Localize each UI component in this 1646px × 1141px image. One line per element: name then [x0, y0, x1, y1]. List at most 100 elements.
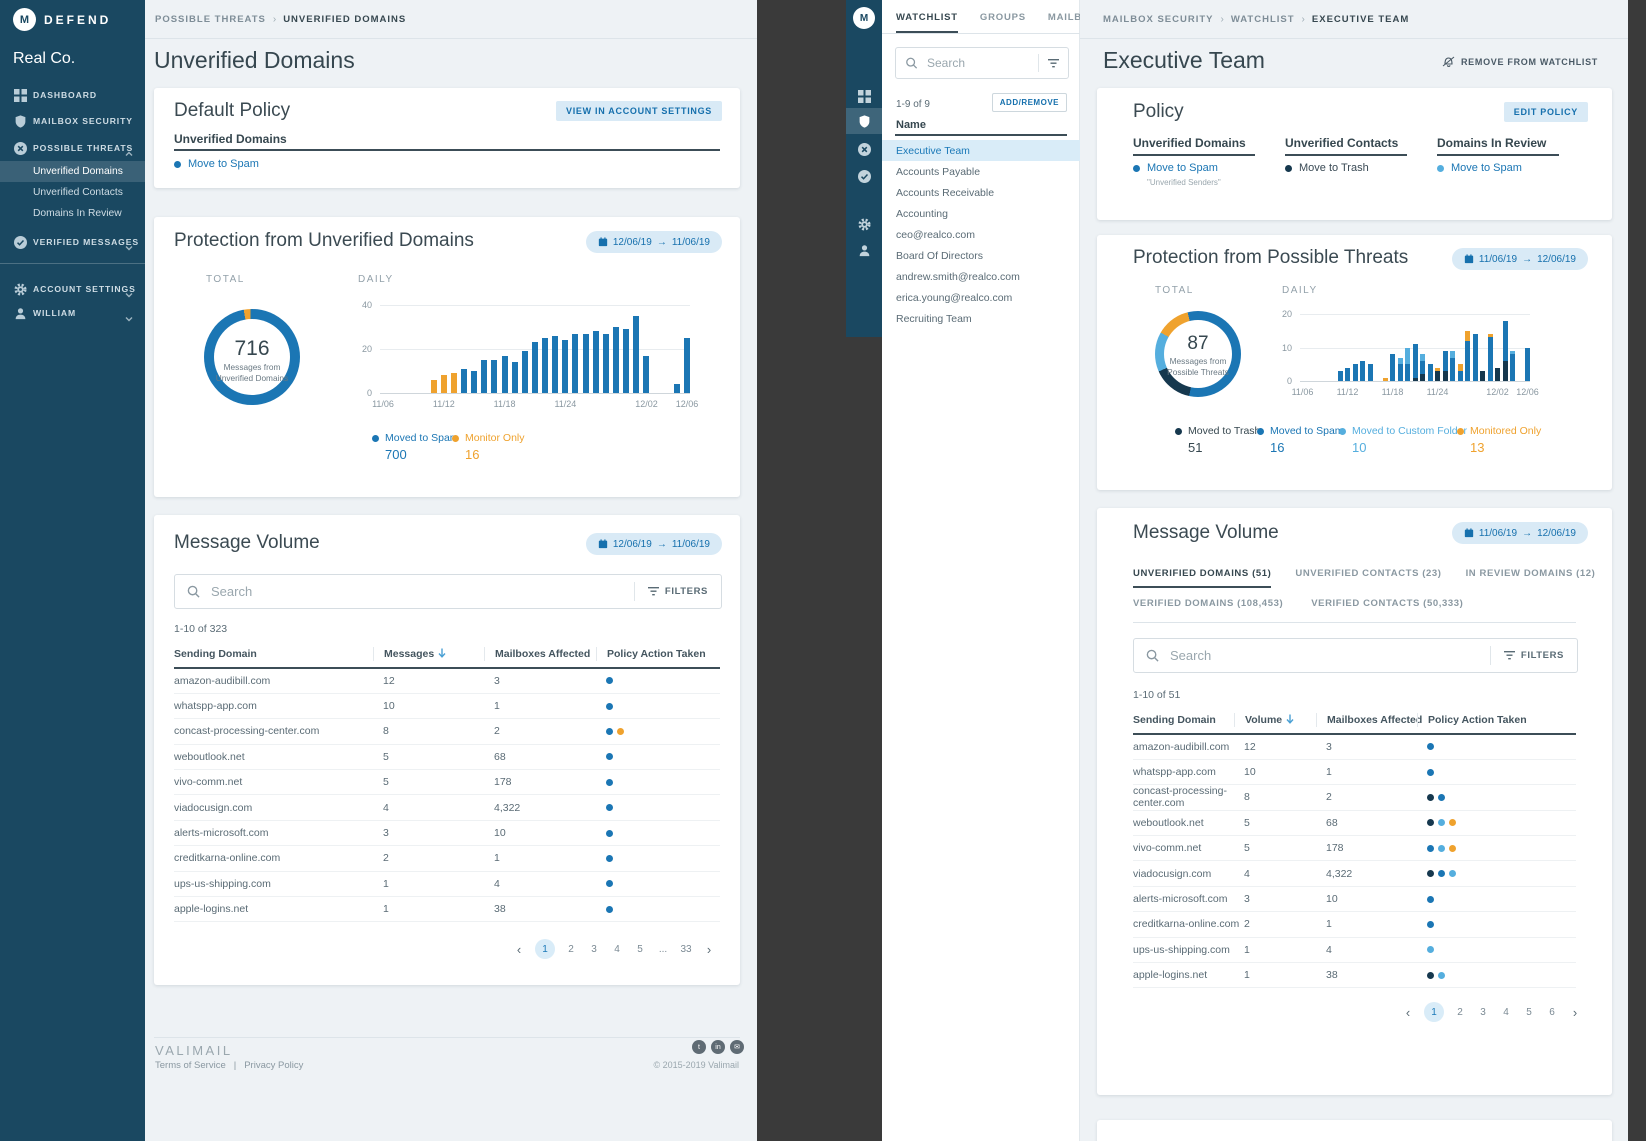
table-row[interactable]: concast-processing-center.com82: [174, 719, 720, 744]
table-row[interactable]: weboutlook.net568: [174, 745, 720, 770]
page-button-33[interactable]: 33: [679, 939, 693, 959]
footer-link[interactable]: Terms of Service: [155, 1060, 226, 1071]
column-header[interactable]: Policy Action Taken: [1417, 713, 1576, 727]
table-row[interactable]: amazon-audibill.com123: [174, 669, 720, 694]
sidebar-item-domains-in-review[interactable]: Domains In Review: [0, 203, 145, 224]
rail-check-circle-icon[interactable]: [846, 163, 882, 189]
watchlist-item[interactable]: ceo@realco.com: [882, 224, 1080, 245]
logo-m-icon[interactable]: M: [853, 7, 875, 29]
sidebar-item-unverified-contacts[interactable]: Unverified Contacts: [0, 182, 145, 203]
rail-grid-icon[interactable]: [846, 83, 882, 109]
footer-link[interactable]: Privacy Policy: [244, 1060, 303, 1071]
sidebar-item-william[interactable]: WILLIAM: [0, 302, 145, 324]
column-header[interactable]: Messages: [373, 647, 494, 661]
filters-button[interactable]: FILTERS: [1491, 639, 1577, 672]
sidebar-item-mailbox-security[interactable]: MAILBOX SECURITY: [0, 110, 145, 132]
column-header[interactable]: Mailboxes Affected: [484, 647, 606, 661]
previous-page-button[interactable]: ‹: [512, 939, 526, 959]
rail-shield-icon[interactable]: [846, 108, 882, 134]
page-button-2[interactable]: 2: [1453, 1002, 1467, 1022]
table-row[interactable]: vivo-comm.net5178: [174, 770, 720, 795]
column-header[interactable]: Sending Domain: [174, 647, 383, 661]
column-header[interactable]: Policy Action Taken: [596, 647, 720, 661]
tab-verified-domains-108-453-[interactable]: VERIFIED DOMAINS (108,453): [1133, 598, 1283, 616]
tab-unverified-domains-51-[interactable]: UNVERIFIED DOMAINS (51): [1133, 568, 1271, 588]
twitter-icon[interactable]: t: [692, 1040, 706, 1054]
app-logo[interactable]: M DEFEND: [13, 8, 111, 31]
table-row[interactable]: alerts-microsoft.com310: [174, 821, 720, 846]
email-icon[interactable]: ✉: [730, 1040, 744, 1054]
watchlist-item[interactable]: Accounting: [882, 203, 1080, 224]
table-row[interactable]: apple-logins.net138: [1133, 963, 1576, 988]
table-row[interactable]: vivo-comm.net5178: [1133, 836, 1576, 861]
watchlist-search-input[interactable]: [925, 55, 1038, 71]
search-input[interactable]: [1168, 647, 1490, 664]
breadcrumb-item[interactable]: POSSIBLE THREATS: [155, 14, 266, 25]
breadcrumb-item[interactable]: WATCHLIST: [1231, 14, 1295, 25]
date-range-chip[interactable]: 12/06/19 → 11/06/19: [586, 231, 722, 253]
page-button-1[interactable]: 1: [1424, 1002, 1444, 1022]
page-button-5[interactable]: 5: [1522, 1002, 1536, 1022]
tab-watchlist[interactable]: WATCHLIST: [896, 12, 958, 33]
column-header[interactable]: Volume: [1234, 713, 1326, 727]
table-row[interactable]: ups-us-shipping.com14: [1133, 938, 1576, 963]
watchlist-item[interactable]: Accounts Receivable: [882, 182, 1080, 203]
page-button-1[interactable]: 1: [535, 939, 555, 959]
table-row[interactable]: whatspp-app.com101: [174, 694, 720, 719]
sidebar-item-account-settings[interactable]: ACCOUNT SETTINGS: [0, 278, 145, 300]
filters-button[interactable]: FILTERS: [635, 575, 721, 608]
next-page-button[interactable]: ›: [1568, 1002, 1582, 1022]
sidebar-item-unverified-domains[interactable]: Unverified Domains: [0, 161, 145, 182]
sidebar-item-possible-threats[interactable]: POSSIBLE THREATS: [0, 137, 145, 159]
remove-from-watchlist-button[interactable]: REMOVE FROM WATCHLIST: [1442, 56, 1598, 67]
page-button-6[interactable]: 6: [1545, 1002, 1559, 1022]
add-remove-button[interactable]: ADD/REMOVE: [992, 93, 1067, 112]
search-input[interactable]: [209, 583, 634, 600]
sidebar-item-dashboard[interactable]: DASHBOARD: [0, 84, 145, 106]
filter-icon[interactable]: [1048, 59, 1059, 68]
watchlist-item[interactable]: erica.young@realco.com: [882, 287, 1080, 308]
breadcrumb-item[interactable]: EXECUTIVE TEAM: [1312, 14, 1409, 25]
table-row[interactable]: creditkarna-online.com21: [174, 846, 720, 871]
rail-person-icon[interactable]: [846, 237, 882, 263]
page-button-4[interactable]: 4: [610, 939, 624, 959]
page-button-4[interactable]: 4: [1499, 1002, 1513, 1022]
breadcrumb-item[interactable]: UNVERIFIED DOMAINS: [283, 14, 406, 25]
table-row[interactable]: viadocusign.com44,322: [1133, 861, 1576, 886]
table-row[interactable]: amazon-audibill.com123: [1133, 735, 1576, 760]
tab-groups[interactable]: GROUPS: [980, 12, 1026, 33]
page-button-2[interactable]: 2: [564, 939, 578, 959]
watchlist-item[interactable]: Accounts Payable: [882, 161, 1080, 182]
linkedin-icon[interactable]: in: [711, 1040, 725, 1054]
page-button-3[interactable]: 3: [1476, 1002, 1490, 1022]
table-row[interactable]: weboutlook.net568: [1133, 811, 1576, 836]
watchlist-item[interactable]: Recruiting Team: [882, 308, 1080, 329]
column-header[interactable]: Sending Domain: [1133, 713, 1244, 727]
edit-policy-button[interactable]: EDIT POLICY: [1504, 102, 1588, 122]
table-row[interactable]: apple-logins.net138: [174, 897, 720, 922]
rail-x-circle-icon[interactable]: [846, 136, 882, 162]
table-row[interactable]: alerts-microsoft.com310: [1133, 887, 1576, 912]
date-range-chip[interactable]: 11/06/19 → 12/06/19: [1452, 248, 1588, 270]
page-button-5[interactable]: 5: [633, 939, 647, 959]
date-range-chip[interactable]: 12/06/19 → 11/06/19: [586, 533, 722, 555]
watchlist-item[interactable]: andrew.smith@realco.com: [882, 266, 1080, 287]
page-button-3[interactable]: 3: [587, 939, 601, 959]
table-row[interactable]: concast-processing-center.com82: [1133, 785, 1576, 810]
tab-in-review-domains-12-[interactable]: IN REVIEW DOMAINS (12): [1466, 568, 1596, 588]
date-range-chip[interactable]: 11/06/19 → 12/06/19: [1452, 522, 1588, 544]
tab-unverified-contacts-23-[interactable]: UNVERIFIED CONTACTS (23): [1295, 568, 1441, 588]
rail-gear-icon[interactable]: [846, 211, 882, 237]
column-header[interactable]: Mailboxes Affected: [1316, 713, 1427, 727]
sidebar-item-verified-messages[interactable]: VERIFIED MESSAGES: [0, 231, 145, 253]
table-row[interactable]: viadocusign.com44,322: [174, 795, 720, 820]
table-row[interactable]: creditkarna-online.com21: [1133, 912, 1576, 937]
view-in-account-settings-button[interactable]: VIEW IN ACCOUNT SETTINGS: [556, 101, 722, 121]
table-row[interactable]: whatspp-app.com101: [1133, 760, 1576, 785]
watchlist-item[interactable]: Board Of Directors: [882, 245, 1080, 266]
watchlist-item[interactable]: Executive Team: [882, 140, 1080, 161]
table-row[interactable]: ups-us-shipping.com14: [174, 872, 720, 897]
next-page-button[interactable]: ›: [702, 939, 716, 959]
previous-page-button[interactable]: ‹: [1401, 1002, 1415, 1022]
tab-verified-contacts-50-333-[interactable]: VERIFIED CONTACTS (50,333): [1311, 598, 1463, 616]
